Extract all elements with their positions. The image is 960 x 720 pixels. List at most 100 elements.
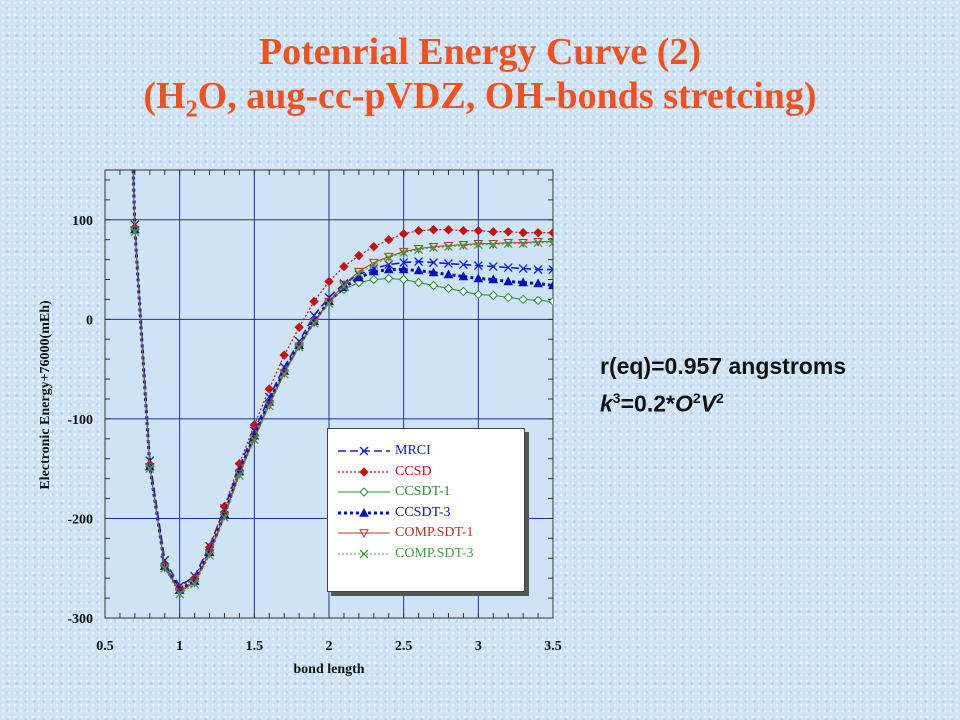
point-marker (503, 238, 514, 248)
legend-swatch (338, 446, 390, 456)
point-marker (458, 226, 469, 236)
point-marker (533, 228, 543, 238)
point-marker (294, 322, 304, 333)
point-marker (383, 264, 394, 274)
point-marker (548, 228, 553, 238)
point-marker (548, 296, 553, 307)
point-marker (443, 225, 454, 235)
x-tick-label: 2 (326, 639, 333, 654)
point-marker (533, 295, 543, 306)
point-marker (359, 446, 369, 456)
point-marker (533, 238, 543, 248)
legend-swatch (338, 549, 390, 558)
point-marker (160, 563, 170, 573)
x-axis-label: bond length (293, 662, 364, 677)
point-marker (428, 280, 439, 291)
point-marker (190, 579, 200, 589)
point-marker (384, 273, 394, 284)
point-marker (533, 278, 543, 288)
note-v-sup: 2 (715, 390, 724, 406)
equilibrium-note: r(eq)=0.957 angstroms k3=0.2*O2V2 (600, 350, 846, 420)
x-tick-label: 0.5 (96, 639, 114, 654)
point-marker (279, 350, 289, 360)
point-marker (548, 237, 553, 247)
legend-item: CCSD (328, 462, 524, 482)
point-marker (398, 264, 409, 274)
point-marker (294, 342, 304, 352)
point-marker (354, 272, 364, 282)
point-marker (458, 241, 468, 251)
point-marker (359, 507, 369, 517)
point-marker (503, 227, 513, 237)
point-marker (384, 253, 394, 263)
x-tick-label: 1.5 (246, 639, 264, 654)
x-tick-label: 2.5 (395, 639, 413, 654)
point-marker (354, 269, 364, 278)
point-marker (548, 265, 553, 271)
point-marker (249, 420, 260, 430)
title-line-2-suffix: O, aug-cc-pVDZ, OH-bonds stretcing) (197, 75, 817, 117)
point-marker (428, 225, 439, 235)
tick-labels: 0.5 1 1.5 2 2.5 3 3.5 -300 -200 -100 0 100 (67, 214, 561, 654)
point-marker (428, 267, 439, 277)
y-tick-label: -200 (67, 512, 93, 527)
title-line-1: Potenrial Energy Curve (2) (258, 31, 702, 73)
point-marker (473, 226, 484, 236)
y-tick-label: 0 (86, 313, 93, 328)
point-marker (473, 239, 484, 249)
point-marker (309, 310, 319, 320)
note-k: k (600, 390, 613, 417)
note-k-sup: 3 (612, 390, 621, 406)
chart-legend: MRCI CCSD CCSDT-1 CCSDT-3 COMP.SDT-1 COMP.SDT… (327, 428, 525, 592)
point-marker (414, 245, 424, 255)
point-marker (548, 280, 553, 290)
point-marker (444, 242, 453, 252)
point-marker (413, 244, 424, 254)
note-eq: =0.2* (620, 390, 675, 417)
x-tick-label: 3.5 (544, 639, 562, 654)
point-marker (294, 342, 304, 352)
point-marker (414, 257, 424, 267)
legend-label: CCSDT-1 (395, 484, 451, 499)
point-marker (413, 265, 424, 275)
point-marker (473, 240, 483, 250)
point-marker (488, 227, 498, 237)
point-marker (429, 243, 438, 253)
point-marker (383, 252, 394, 262)
note-o: O (674, 390, 693, 417)
point-marker (368, 266, 379, 276)
point-marker (339, 261, 349, 272)
point-marker (518, 277, 528, 287)
point-marker (518, 238, 528, 248)
point-marker (503, 292, 513, 303)
note-v: V (700, 390, 716, 417)
legend-swatch (338, 507, 390, 517)
x-tick-label: 3 (475, 639, 482, 654)
point-marker (473, 261, 483, 271)
point-marker (488, 290, 498, 301)
point-marker (548, 268, 553, 275)
point-marker (444, 259, 453, 269)
point-marker (309, 296, 319, 307)
point-marker (488, 262, 498, 272)
legend-label: COMP.SDT-3 (395, 545, 474, 561)
point-marker (205, 550, 214, 560)
legend-label: MRCI (395, 443, 431, 458)
note-line-1: r(eq)=0.957 angstroms (600, 353, 847, 379)
legend-label: CCSDT-3 (395, 504, 451, 520)
point-marker (488, 274, 499, 284)
legend-item: COMP.SDT-1 (328, 523, 524, 543)
legend-swatch (338, 466, 390, 477)
point-marker (473, 273, 484, 283)
point-marker (264, 401, 275, 410)
point-marker (518, 239, 528, 249)
point-marker (413, 226, 424, 236)
point-marker (503, 276, 514, 286)
point-marker (518, 228, 528, 238)
point-marker (309, 318, 319, 328)
point-marker (359, 487, 369, 497)
point-marker (384, 234, 394, 245)
point-marker (359, 466, 369, 477)
point-marker (249, 435, 260, 444)
legend-label: COMP.SDT-1 (395, 525, 474, 540)
